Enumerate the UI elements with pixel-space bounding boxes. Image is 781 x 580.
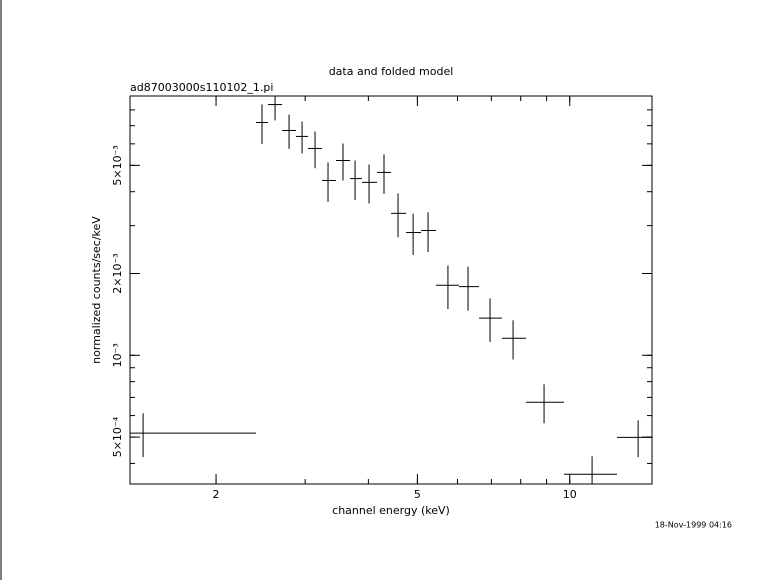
plot-frame	[129, 95, 653, 485]
x-tick-label: 2	[213, 488, 220, 501]
chart-title: data and folded model	[329, 65, 454, 78]
x-tick-label: 10	[563, 488, 577, 501]
y-tick-label: 5×10⁻⁴	[111, 416, 124, 457]
y-axis-label: normalized counts/sec/keV	[90, 216, 103, 364]
y-tick-label: 2×10⁻³	[111, 253, 124, 293]
x-axis-label: channel energy (keV)	[332, 504, 450, 517]
data-layer	[130, 96, 652, 484]
y-tick-label: 5×10⁻³	[111, 145, 124, 185]
y-tick-label: 10⁻³	[111, 343, 124, 367]
timestamp: 18-Nov-1999 04:16	[655, 521, 732, 530]
chart-subtitle: ad87003000s110102_1.pi	[130, 81, 273, 94]
x-tick-label: 5	[414, 488, 421, 501]
